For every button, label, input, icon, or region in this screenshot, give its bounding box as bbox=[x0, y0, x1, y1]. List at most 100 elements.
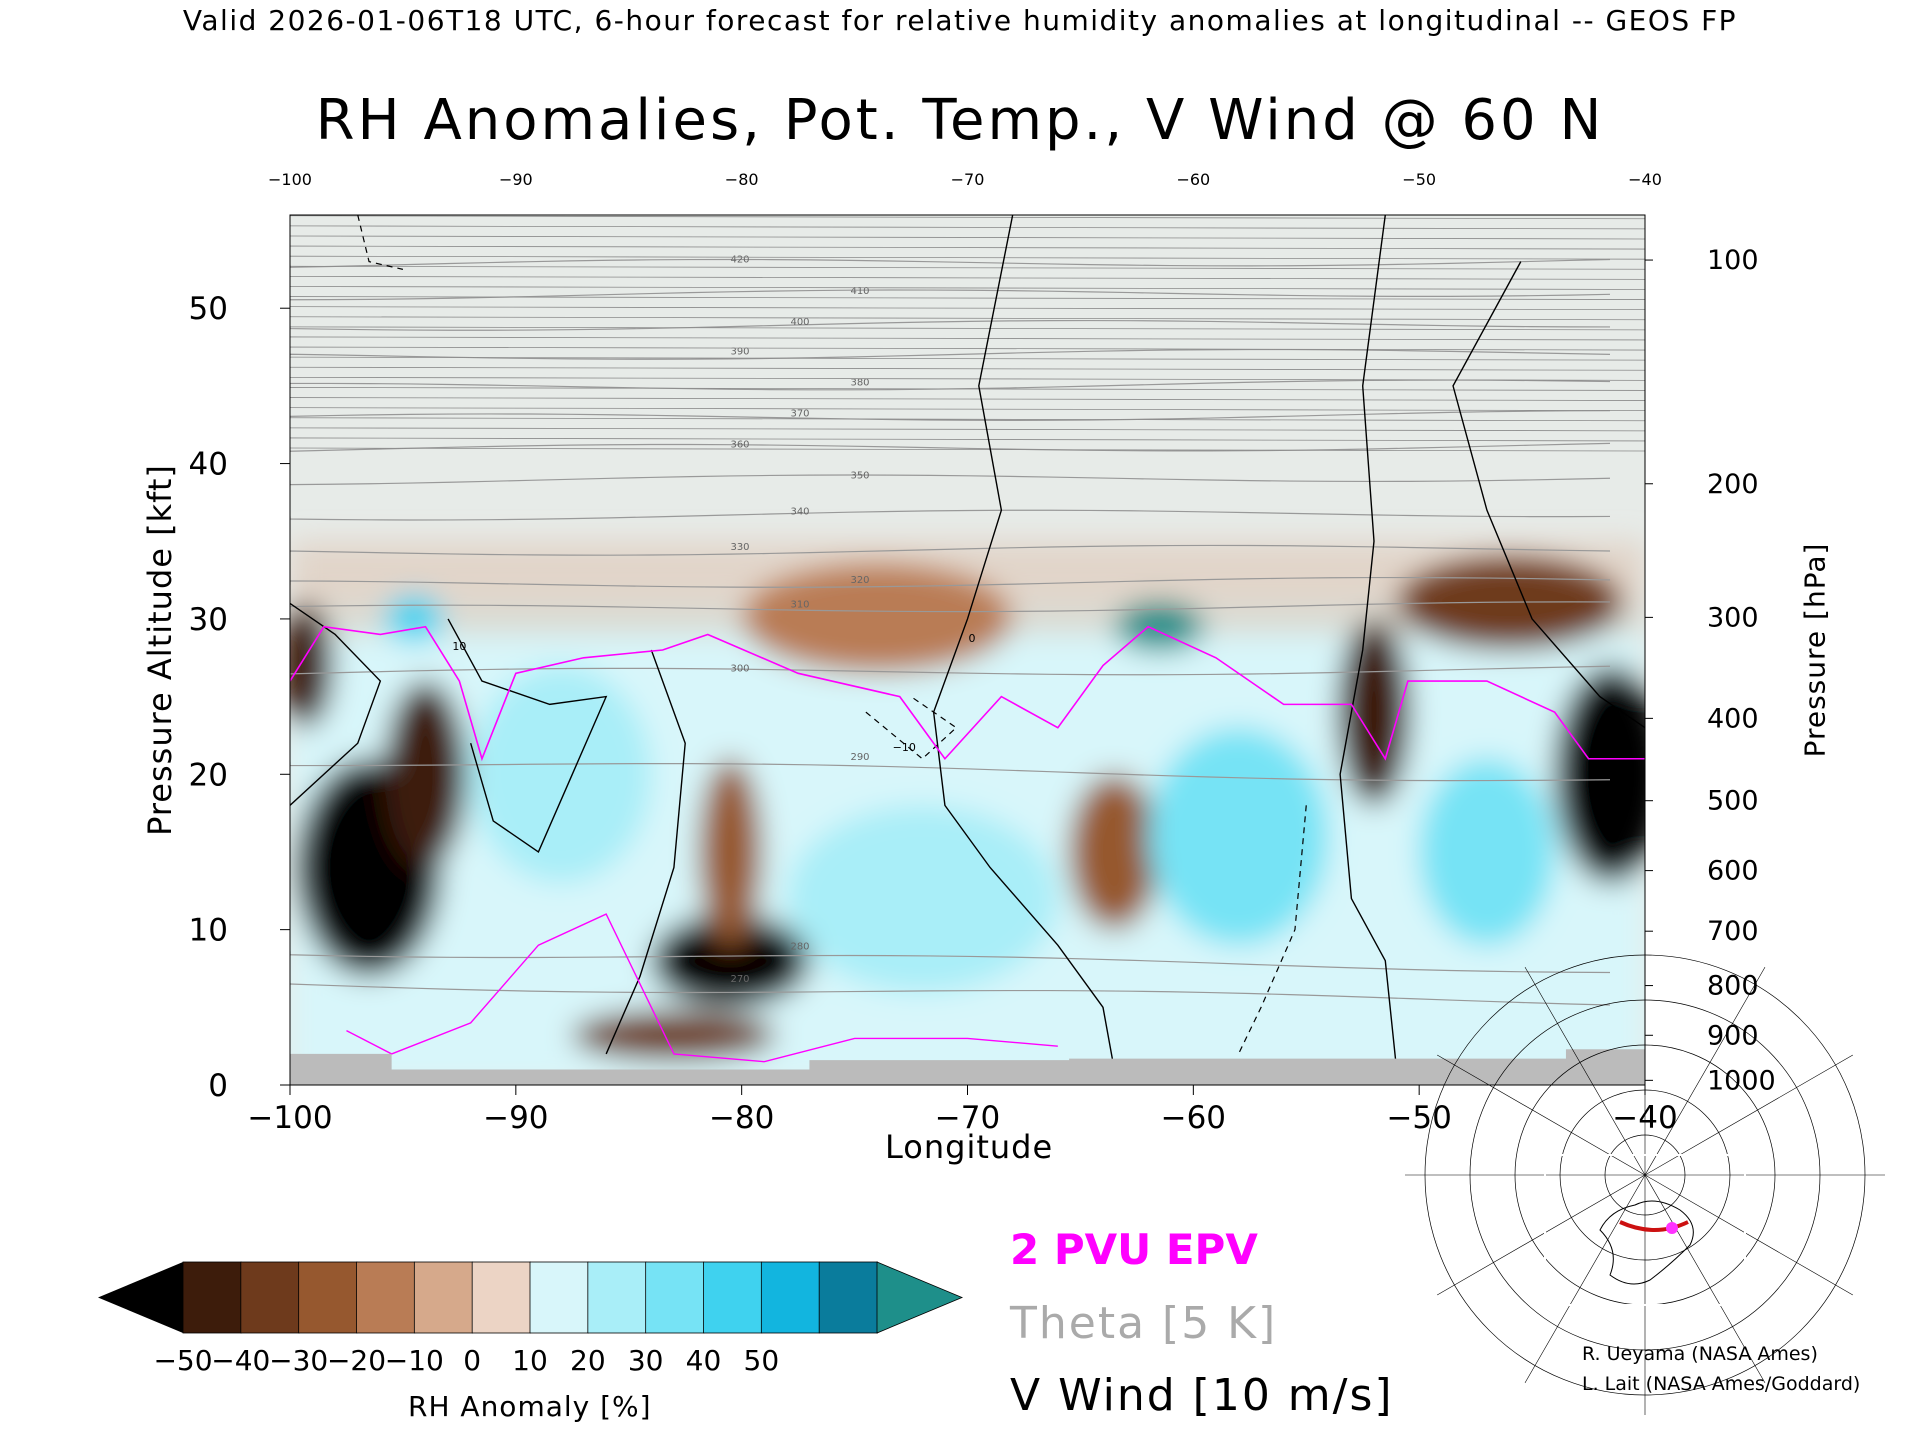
theta-contour-label: 300 bbox=[730, 663, 749, 674]
y-tick-label: 40 bbox=[189, 447, 228, 483]
colorbar-tick-label: 30 bbox=[628, 1344, 664, 1377]
x-tick-label: −70 bbox=[935, 1100, 1000, 1136]
y-tick-label: 50 bbox=[189, 291, 228, 327]
colorbar-swatch bbox=[587, 1261, 647, 1334]
theta-contour bbox=[290, 576, 1611, 588]
theta-contour-label: 280 bbox=[790, 941, 809, 952]
rh-region bbox=[741, 564, 1013, 674]
colorbar-tick-label: 20 bbox=[570, 1344, 606, 1377]
colorbar-tick-label: −10 bbox=[385, 1344, 444, 1377]
rh-region bbox=[1419, 758, 1555, 946]
legend-vwind: V Wind [10 m/s] bbox=[1010, 1370, 1394, 1421]
theta-contour-label: 420 bbox=[730, 255, 749, 266]
theta-contour bbox=[290, 601, 1611, 613]
theta-contour bbox=[290, 509, 1611, 521]
theta-contour-label: 380 bbox=[850, 377, 869, 388]
colorbar-tick-label: 50 bbox=[744, 1344, 780, 1377]
theta-contour bbox=[290, 387, 1645, 391]
vwind-label: 0 bbox=[969, 632, 976, 645]
x-tick-label: −60 bbox=[1161, 1100, 1226, 1136]
y-tick-label: 30 bbox=[189, 602, 228, 638]
colorbar-tick-label: 0 bbox=[463, 1344, 481, 1377]
colorbar-swatch bbox=[471, 1261, 531, 1334]
pressure-tick-label: 800 bbox=[1707, 971, 1759, 1002]
theta-contour bbox=[290, 417, 1645, 422]
x-tick-label: −90 bbox=[483, 1100, 548, 1136]
top-x-tick-label: −60 bbox=[1176, 170, 1210, 189]
theta-contour bbox=[290, 215, 1645, 220]
credit-line-1: R. Ueyama (NASA Ames) bbox=[1582, 1343, 1818, 1365]
colorbar-swatch bbox=[529, 1261, 589, 1334]
theta-contour-label: 350 bbox=[850, 471, 869, 482]
epv-contour bbox=[346, 913, 1058, 1063]
theta-contour bbox=[290, 346, 1645, 351]
legend-theta: Theta [5 K] bbox=[1010, 1298, 1278, 1349]
y-tick-label: 10 bbox=[189, 913, 228, 949]
theta-contour bbox=[290, 407, 1645, 412]
theta-contour-label: 310 bbox=[790, 600, 809, 611]
theta-contour bbox=[290, 336, 1645, 341]
theta-contour bbox=[290, 306, 1645, 311]
theta-contour-label: 370 bbox=[790, 409, 809, 420]
vwind-contour bbox=[1452, 261, 1645, 729]
map-meridian bbox=[1644, 967, 1766, 1176]
top-x-tick-label: −70 bbox=[951, 170, 985, 189]
pressure-tick-label: 200 bbox=[1707, 469, 1759, 500]
theta-contour bbox=[290, 255, 1645, 260]
colorbar-over bbox=[876, 1261, 964, 1334]
y-axis-label: Pressure Altitude [kft] bbox=[141, 464, 179, 836]
header-line: Valid 2026-01-06T18 UTC, 6-hour forecast… bbox=[182, 4, 1738, 37]
theta-contour bbox=[290, 286, 1645, 290]
vwind-contour bbox=[1339, 215, 1398, 1070]
y-tick-label: 0 bbox=[208, 1068, 228, 1104]
colorbar-swatch bbox=[645, 1261, 705, 1334]
vwind-label: 10 bbox=[452, 640, 466, 653]
theta-contour bbox=[290, 296, 1645, 300]
rh-region bbox=[1337, 618, 1411, 806]
theta-contour bbox=[290, 235, 1645, 240]
vwind-contour-negative bbox=[1237, 805, 1307, 1055]
colorbar-tick-label: −20 bbox=[327, 1344, 386, 1377]
vwind-contour bbox=[605, 649, 686, 1055]
x-axis-label: Longitude bbox=[885, 1128, 1054, 1166]
map-coastline bbox=[1599, 1200, 1694, 1285]
theta-contour-label: 340 bbox=[790, 506, 809, 517]
theta-contour bbox=[290, 410, 1611, 421]
contours-layer: 270 280 290 300 310 320 330 340 350 360 370 380 390 4… bbox=[290, 215, 1645, 1085]
colorbar-tick-label: 40 bbox=[686, 1344, 722, 1377]
theta-contour bbox=[290, 983, 1611, 1006]
pressure-tick-label: 1000 bbox=[1707, 1065, 1776, 1096]
map-meridian bbox=[1437, 1174, 1646, 1296]
theta-contour bbox=[290, 265, 1645, 270]
theta-contour bbox=[290, 245, 1645, 250]
map-meridian bbox=[1644, 1174, 1766, 1383]
theta-contour bbox=[290, 356, 1645, 361]
theta-contour bbox=[290, 437, 1645, 442]
theta-contour bbox=[290, 316, 1645, 321]
theta-contour bbox=[290, 326, 1645, 331]
top-x-tick-label: −100 bbox=[268, 170, 312, 189]
colorbar-label: RH Anomaly [%] bbox=[408, 1390, 652, 1423]
x-tick-label: −50 bbox=[1386, 1100, 1451, 1136]
rh-region bbox=[384, 681, 467, 868]
vwind-contour bbox=[290, 602, 382, 806]
location-map bbox=[1405, 935, 1885, 1415]
map-track bbox=[1619, 1220, 1689, 1232]
rh-region bbox=[572, 1010, 776, 1061]
chart-title: RH Anomalies, Pot. Temp., V Wind @ 60 N bbox=[315, 88, 1605, 153]
theta-contour-label: 360 bbox=[730, 440, 749, 451]
theta-contour bbox=[290, 289, 1611, 301]
colorbar-swatch bbox=[818, 1261, 878, 1334]
theta-contour-label: 290 bbox=[850, 752, 869, 763]
rh-region bbox=[698, 758, 762, 946]
theta-contour bbox=[290, 319, 1611, 331]
axes-layer: −100−100−90−90−80−80−70−70−60−60−50−50−4… bbox=[189, 170, 1776, 1136]
colorbar-swatch bbox=[240, 1261, 300, 1334]
theta-contour-label: 390 bbox=[730, 346, 749, 357]
rh-region bbox=[1069, 774, 1160, 930]
theta-contour bbox=[290, 427, 1645, 432]
x-tick-label: −80 bbox=[709, 1100, 774, 1136]
pressure-tick-label: 600 bbox=[1707, 856, 1759, 887]
theta-contour-label: 400 bbox=[790, 317, 809, 328]
